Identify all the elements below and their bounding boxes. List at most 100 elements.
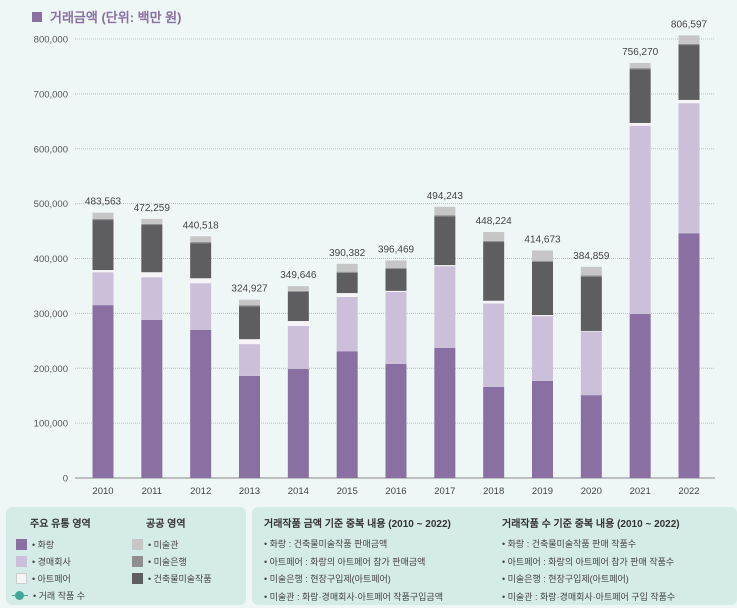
legend-label: • 건축물미술작품 xyxy=(148,574,212,584)
bar-segment-2022-경매회사 xyxy=(678,103,700,234)
bar-segment-2012-화랑 xyxy=(190,329,212,478)
count-line-marker-icon xyxy=(12,590,28,601)
x-tick-label: 2016 xyxy=(385,486,406,497)
total-label: 349,646 xyxy=(280,270,317,281)
bar-segment-2012-건축물미술작품 xyxy=(190,243,212,279)
chart-title: 거래금액 (단위: 백만 원) xyxy=(32,7,181,26)
chart-title-text: 거래금액 (단위: 백만 원) xyxy=(50,10,182,25)
bar-segment-2015-미술관 xyxy=(336,263,358,272)
bar-segment-2021-건축물미술작품 xyxy=(629,69,651,123)
y-tick-label: 700,000 xyxy=(34,89,68,100)
legend-panel: 주요 유통 영역 • 화랑 • 경매회사 • 아트페어 • 거래 작품 수 공공… xyxy=(6,507,246,605)
x-tick-label: 2010 xyxy=(92,486,113,497)
x-tick-label: 2018 xyxy=(483,486,504,497)
bar-segment-2017-화랑 xyxy=(434,347,456,478)
bar-segment-2018-미술관 xyxy=(483,232,505,241)
x-tick-label: 2017 xyxy=(434,486,455,497)
legend-public-title: 공공 영역 xyxy=(146,519,186,530)
legend-main-title: 주요 유통 영역 xyxy=(30,519,91,530)
x-tick-label: 2019 xyxy=(532,486,553,497)
x-tick-label: 2022 xyxy=(678,486,699,497)
legend-item-artfair: • 아트페어 xyxy=(16,570,91,587)
legend-label: • 아트페어 xyxy=(32,574,71,584)
bar-segment-2017-미술관 xyxy=(434,206,456,216)
legend-item-architecture: • 건축물미술작품 xyxy=(132,570,212,587)
bar-segment-2022-화랑 xyxy=(678,233,700,478)
bar-segment-2011-미술은행 xyxy=(141,223,163,226)
museum-swatch xyxy=(132,539,143,550)
bar-segment-2010-건축물미술작품 xyxy=(92,220,114,271)
y-tick-label: 800,000 xyxy=(34,35,68,46)
bar-segment-2014-건축물미술작품 xyxy=(287,291,309,322)
total-label: 448,224 xyxy=(476,216,513,227)
bar-segment-2022-미술관 xyxy=(678,35,700,44)
bar-segment-2021-미술은행 xyxy=(629,68,651,70)
bar-segment-2014-미술관 xyxy=(287,286,309,291)
bar-segment-2013-건축물미술작품 xyxy=(239,306,260,340)
bar-segment-2010-아트페어 xyxy=(92,270,114,273)
y-tick-label: 100,000 xyxy=(34,419,68,430)
legend-label: • 미술은행 xyxy=(148,557,187,567)
y-tick-label: 200,000 xyxy=(34,364,68,375)
bar-segment-2011-화랑 xyxy=(141,319,163,478)
bar-segment-2019-미술관 xyxy=(532,250,553,261)
legend-item-artbank: • 미술은행 xyxy=(132,553,212,570)
total-label: 414,673 xyxy=(524,234,561,245)
total-label: 396,469 xyxy=(378,244,415,255)
bar-segment-2013-아트페어 xyxy=(239,339,260,345)
bar-segment-2022-미술은행 xyxy=(678,43,700,46)
legend-label: • 화랑 xyxy=(32,540,55,550)
bar-segment-2016-미술은행 xyxy=(385,267,407,269)
bar-segment-2021-아트페어 xyxy=(629,122,651,126)
bar-segment-2019-경매회사 xyxy=(532,316,553,381)
bar-segment-2019-미술은행 xyxy=(532,260,553,262)
y-tick-label: 500,000 xyxy=(34,199,68,210)
stacked-bar-chart: 0 100,000 200,000 300,000 400,000 500,000 600,… xyxy=(34,19,715,497)
title-legend-swatch xyxy=(32,11,42,22)
bar-segment-2020-아트페어 xyxy=(580,330,602,332)
notes-panel: 거래작품 금액 기준 중복 내용 (2010 ~ 2022) • 화랑 : 건축… xyxy=(252,507,737,605)
bar-segment-2018-화랑 xyxy=(483,386,505,478)
bar-segment-2018-건축물미술작품 xyxy=(483,242,505,301)
count-note: • 미술은행 : 현장구입제(아트페어) xyxy=(502,574,629,584)
x-tick-label: 2021 xyxy=(630,486,651,497)
legend-label: • 거래 작품 수 xyxy=(33,591,86,601)
bar-segment-2010-미술관 xyxy=(92,212,114,219)
count-notes-title: 거래작품 수 기준 중복 내용 (2010 ~ 2022) xyxy=(502,519,680,530)
legend-public: 공공 영역 • 미술관 • 미술은행 • 건축물미술작품 xyxy=(132,515,212,587)
x-tick-label: 2011 xyxy=(142,486,162,497)
gallery-swatch xyxy=(16,539,27,550)
bar-segment-2014-아트페어 xyxy=(287,321,309,326)
amount-note: • 화랑 : 건축물미술작품 판매금액 xyxy=(264,539,388,549)
amount-notes-title: 거래작품 금액 기준 중복 내용 (2010 ~ 2022) xyxy=(264,519,451,530)
amount-note: • 아트페어 : 화랑의 아트페어 참가 판매금액 xyxy=(264,556,426,567)
bar-segment-2015-화랑 xyxy=(336,351,358,478)
bar-segment-2013-미술은행 xyxy=(239,305,260,307)
legend-item-gallery: • 화랑 xyxy=(16,536,91,553)
bar-segment-2017-아트페어 xyxy=(434,265,456,267)
count-notes: 거래작품 수 기준 중복 내용 (2010 ~ 2022) • 화랑 : 건축물… xyxy=(502,515,680,606)
y-tick-label: 300,000 xyxy=(34,309,68,320)
bar-segment-2016-아트페어 xyxy=(385,290,407,292)
bar-segment-2016-미술관 xyxy=(385,260,407,268)
total-label: 483,563 xyxy=(85,197,122,208)
bar-segment-2022-건축물미술작품 xyxy=(678,45,700,100)
bar-segment-2017-미술은행 xyxy=(434,215,456,217)
bar-segment-2020-미술은행 xyxy=(580,275,602,277)
bar-segment-2013-경매회사 xyxy=(239,344,260,376)
amount-notes: 거래작품 금액 기준 중복 내용 (2010 ~ 2022) • 화랑 : 건축… xyxy=(264,515,451,606)
total-label: 472,259 xyxy=(134,203,171,214)
bar-segment-2011-미술관 xyxy=(141,218,163,224)
bar-segment-2012-경매회사 xyxy=(190,283,212,330)
bar-segment-2015-미술은행 xyxy=(336,271,358,273)
bar-segment-2014-경매회사 xyxy=(287,325,309,369)
bar-segment-2012-아트페어 xyxy=(190,278,212,284)
bar-segment-2010-미술은행 xyxy=(92,218,114,221)
bar-segment-2013-화랑 xyxy=(239,375,260,478)
bar-segment-2018-아트페어 xyxy=(483,300,505,304)
amount-note: • 미술은행 : 현장구입제(아트페어) xyxy=(264,574,391,584)
bar-segment-2015-건축물미술작품 xyxy=(336,272,358,294)
artfair-swatch xyxy=(16,573,27,584)
bar-segment-2015-경매회사 xyxy=(336,296,358,352)
bar-segment-2015-아트페어 xyxy=(336,293,358,297)
